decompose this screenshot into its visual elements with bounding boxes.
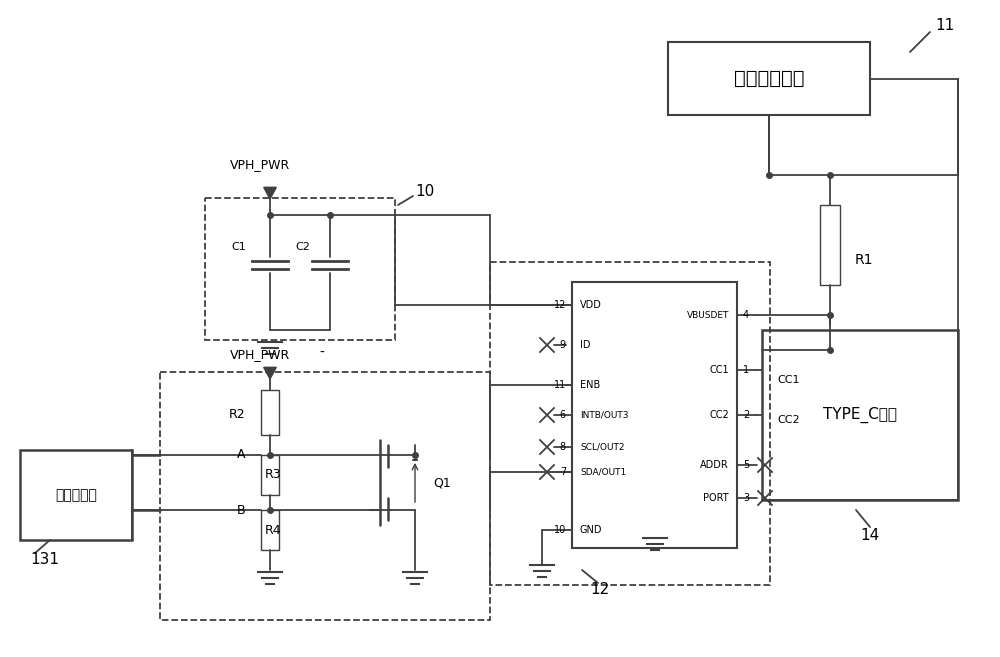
- Bar: [668, 42, 870, 115]
- Text: 电源管理芯片: 电源管理芯片: [734, 69, 804, 88]
- Text: 2: 2: [743, 410, 749, 420]
- Bar: [160, 372, 490, 620]
- Text: 14: 14: [860, 528, 880, 543]
- Text: R3: R3: [265, 468, 282, 482]
- Text: ID: ID: [580, 340, 590, 350]
- Text: -: -: [320, 346, 324, 360]
- Text: 11: 11: [554, 380, 566, 390]
- Bar: [572, 282, 737, 548]
- Text: ENB: ENB: [580, 380, 600, 390]
- Text: A: A: [237, 449, 245, 461]
- Text: CC2: CC2: [709, 410, 729, 420]
- Text: C1: C1: [231, 242, 246, 252]
- Text: VPH_PWR: VPH_PWR: [230, 158, 290, 171]
- Text: R2: R2: [228, 409, 245, 422]
- Text: CC2: CC2: [777, 415, 800, 425]
- Text: GND: GND: [580, 525, 602, 535]
- Text: B: B: [236, 503, 245, 516]
- Text: 中央处理器: 中央处理器: [55, 488, 97, 502]
- Bar: [762, 330, 958, 500]
- Text: R1: R1: [855, 253, 874, 267]
- Text: Q1: Q1: [433, 476, 451, 489]
- Text: 3: 3: [743, 493, 749, 503]
- Bar: [820, 205, 840, 285]
- Bar: [20, 450, 132, 540]
- Text: SCL/OUT2: SCL/OUT2: [580, 443, 624, 451]
- Text: 10: 10: [554, 525, 566, 535]
- Text: TYPE_C接口: TYPE_C接口: [823, 407, 897, 423]
- Text: ADDR: ADDR: [700, 460, 729, 470]
- Polygon shape: [264, 187, 276, 199]
- Bar: [490, 262, 770, 585]
- Bar: [261, 455, 279, 495]
- Text: CC1: CC1: [709, 365, 729, 375]
- Text: INTB/OUT3: INTB/OUT3: [580, 411, 629, 420]
- Text: 7: 7: [560, 467, 566, 477]
- Text: SDA/OUT1: SDA/OUT1: [580, 468, 626, 476]
- Text: R4: R4: [265, 524, 282, 537]
- Text: 5: 5: [743, 460, 749, 470]
- Text: 9: 9: [560, 340, 566, 350]
- Text: 12: 12: [590, 583, 610, 597]
- Text: 8: 8: [560, 442, 566, 452]
- Text: 12: 12: [554, 300, 566, 310]
- Text: CC1: CC1: [777, 375, 800, 385]
- Text: VDD: VDD: [580, 300, 602, 310]
- Text: 11: 11: [935, 18, 954, 32]
- Bar: [205, 198, 395, 340]
- Text: VBUSDET: VBUSDET: [687, 311, 729, 319]
- Text: 10: 10: [415, 185, 434, 200]
- Text: 1: 1: [743, 365, 749, 375]
- Text: 6: 6: [560, 410, 566, 420]
- Polygon shape: [264, 367, 276, 379]
- Bar: [261, 390, 279, 435]
- Text: VPH_PWR: VPH_PWR: [230, 348, 290, 361]
- Text: 131: 131: [30, 553, 59, 568]
- Text: 4: 4: [743, 310, 749, 320]
- Text: PORT: PORT: [703, 493, 729, 503]
- Bar: [261, 510, 279, 550]
- Text: C2: C2: [295, 242, 310, 252]
